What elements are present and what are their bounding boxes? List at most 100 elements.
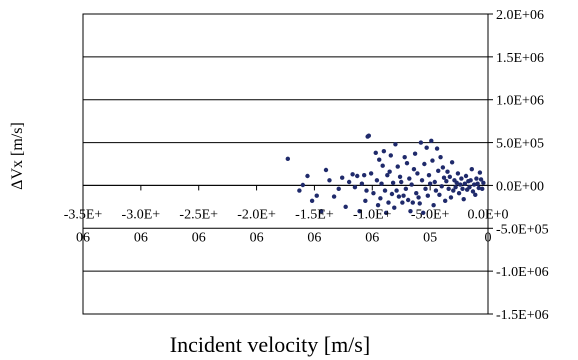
data-point bbox=[415, 171, 420, 176]
data-point bbox=[393, 142, 398, 147]
data-point bbox=[395, 164, 400, 169]
data-point bbox=[475, 181, 480, 186]
data-point bbox=[357, 208, 362, 214]
y-tick-label: 1.0E+06 bbox=[496, 94, 544, 109]
data-point bbox=[297, 188, 302, 193]
data-point bbox=[456, 190, 462, 196]
data-point bbox=[405, 197, 411, 203]
data-point bbox=[383, 210, 389, 216]
data-point bbox=[454, 180, 459, 186]
data-point bbox=[285, 156, 291, 162]
data-point bbox=[397, 174, 403, 180]
y-axis-title: ΔVx [m/s] bbox=[9, 122, 26, 190]
data-point bbox=[416, 195, 421, 200]
axes bbox=[82, 13, 493, 315]
data-point bbox=[445, 169, 450, 174]
data-point bbox=[300, 182, 306, 188]
data-point bbox=[355, 173, 360, 179]
data-point bbox=[408, 208, 413, 214]
x-tick-label: 0 bbox=[485, 230, 492, 245]
data-point bbox=[319, 208, 324, 214]
data-point bbox=[401, 193, 406, 198]
x-tick-label: 06 bbox=[192, 230, 206, 245]
data-point bbox=[361, 172, 367, 178]
data-point bbox=[352, 184, 358, 190]
data-point bbox=[377, 157, 382, 162]
data-point bbox=[381, 148, 387, 154]
data-point bbox=[363, 198, 368, 204]
data-point bbox=[458, 182, 463, 187]
data-point bbox=[374, 178, 380, 183]
data-point bbox=[423, 186, 428, 192]
plot-area-frame bbox=[82, 13, 489, 315]
data-point bbox=[403, 186, 409, 192]
data-point bbox=[467, 184, 472, 190]
y-tick-label: 0.0E+00 bbox=[496, 179, 544, 194]
data-point bbox=[382, 188, 388, 193]
data-point bbox=[340, 175, 345, 180]
data-point bbox=[432, 179, 437, 185]
data-point bbox=[343, 204, 348, 210]
data-point bbox=[404, 160, 410, 166]
data-point bbox=[336, 186, 341, 192]
data-point bbox=[399, 179, 404, 185]
x-tick-label: 0.0E+0 bbox=[468, 207, 509, 222]
data-point bbox=[421, 210, 426, 216]
x-tick-label: -3.0E+ bbox=[122, 207, 161, 222]
data-point bbox=[305, 173, 310, 179]
data-point bbox=[425, 193, 431, 198]
data-point bbox=[350, 172, 355, 177]
data-point bbox=[463, 173, 469, 179]
data-point bbox=[387, 169, 392, 174]
x-tick-label: -1.5E+ bbox=[295, 207, 334, 222]
data-point bbox=[474, 176, 479, 181]
data-point bbox=[453, 184, 458, 190]
data-point bbox=[364, 188, 369, 193]
data-point bbox=[385, 172, 390, 178]
data-point bbox=[429, 138, 434, 144]
data-point bbox=[470, 189, 476, 194]
x-tick-label: 06 bbox=[365, 230, 379, 245]
data-point bbox=[471, 182, 477, 187]
y-tick-label: -5.0E+05 bbox=[496, 222, 549, 237]
data-point bbox=[323, 167, 329, 173]
data-point bbox=[449, 160, 455, 165]
data-point bbox=[409, 182, 414, 187]
data-point bbox=[309, 198, 315, 204]
y-tick-label: 5.0E+05 bbox=[496, 137, 544, 152]
data-point bbox=[417, 201, 422, 206]
y-tick-label: -1.0E+06 bbox=[496, 265, 549, 280]
data-point bbox=[371, 190, 376, 196]
y-tick-labels: 2.0E+06 1.5E+06 1.0E+06 5.0E+05 0.0E+00 -5.0E… bbox=[496, 8, 549, 323]
data-point bbox=[331, 194, 337, 199]
data-point bbox=[442, 198, 448, 204]
data-point bbox=[375, 202, 381, 208]
data-point bbox=[407, 176, 412, 181]
data-point bbox=[394, 188, 399, 193]
data-point bbox=[430, 158, 435, 163]
data-point bbox=[478, 177, 484, 182]
data-point bbox=[414, 190, 419, 196]
x-tick-label: -1.0E+ bbox=[353, 207, 392, 222]
data-point bbox=[402, 154, 407, 160]
data-point bbox=[477, 170, 483, 175]
data-point bbox=[439, 184, 444, 189]
data-point bbox=[441, 175, 447, 180]
x-tick-label: 06 bbox=[307, 230, 321, 245]
x-tick-label: -2.0E+ bbox=[237, 207, 276, 222]
data-point bbox=[436, 168, 441, 174]
data-point bbox=[462, 181, 468, 186]
data-point bbox=[473, 192, 478, 198]
data-point bbox=[459, 176, 464, 181]
data-point bbox=[447, 174, 453, 180]
x-tick-label: -5.0E+ bbox=[411, 207, 450, 222]
x-tick-label: 05 bbox=[423, 230, 437, 245]
y-tick-label: 1.5E+06 bbox=[496, 51, 544, 66]
data-point bbox=[380, 163, 385, 168]
data-point bbox=[426, 172, 432, 178]
data-point bbox=[396, 194, 402, 199]
data-point bbox=[446, 186, 451, 192]
data-point bbox=[451, 188, 456, 193]
data-point bbox=[418, 140, 424, 145]
y-tick-label: -1.5E+06 bbox=[496, 308, 549, 323]
